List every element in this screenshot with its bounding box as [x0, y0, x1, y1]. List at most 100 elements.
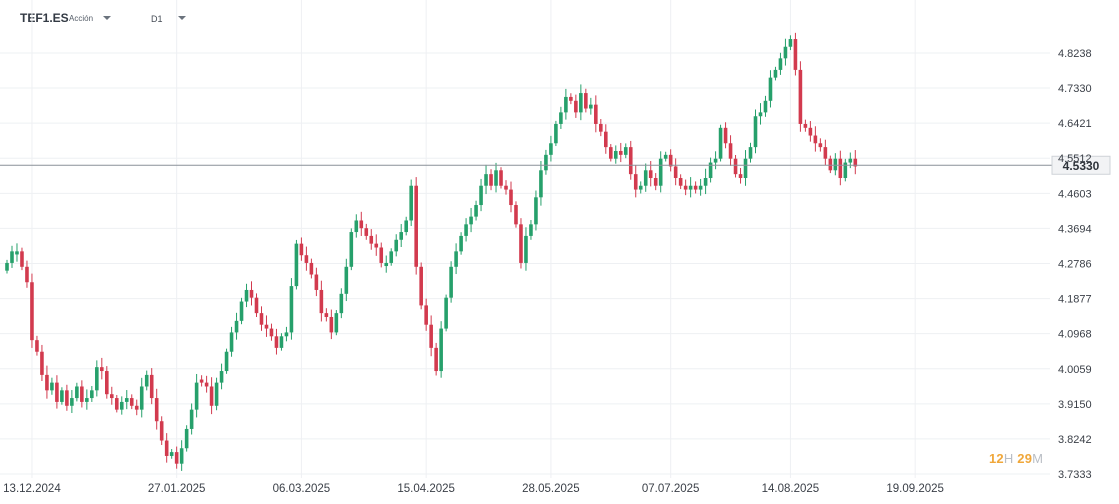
candle: [703, 168, 708, 195]
candle: [364, 223, 369, 240]
candle: [813, 126, 818, 152]
candle-body: [164, 440, 169, 456]
candle-body: [643, 170, 648, 186]
candle: [798, 61, 803, 132]
candle-body: [663, 154, 668, 159]
candle: [10, 245, 14, 268]
x-tick-label: 28.05.2025: [522, 483, 580, 495]
candle-body: [544, 154, 548, 171]
x-tick-label: 15.04.2025: [397, 483, 455, 495]
candle: [164, 433, 169, 463]
candle: [623, 143, 628, 159]
candle: [469, 207, 473, 233]
candle: [90, 386, 94, 402]
candle-body: [464, 224, 468, 236]
candle: [399, 224, 404, 248]
candle-body: [264, 324, 269, 329]
candle: [239, 297, 244, 325]
candle-body: [848, 158, 853, 163]
x-tick-label: 27.01.2025: [148, 483, 206, 495]
candle-body: [394, 239, 399, 252]
candle-body: [743, 158, 748, 179]
candle-body: [154, 398, 159, 422]
candle: [608, 144, 613, 162]
candle-body: [723, 127, 728, 144]
candle: [574, 94, 578, 118]
candle: [229, 326, 234, 357]
candle-body: [584, 93, 588, 109]
candle: [504, 180, 508, 195]
candle: [658, 151, 663, 193]
candle-body: [594, 104, 598, 124]
candle-body: [798, 69, 803, 124]
candle-body: [439, 328, 443, 372]
candle: [424, 298, 428, 331]
candle: [209, 377, 214, 415]
candle: [773, 66, 778, 81]
candle-body: [853, 158, 858, 167]
candle: [234, 312, 239, 340]
timeframe-chevron-down-icon[interactable]: [178, 16, 186, 20]
candle: [45, 365, 49, 399]
candle: [499, 167, 503, 189]
candle-body: [70, 398, 74, 406]
candle-body: [838, 158, 843, 179]
candle: [309, 258, 314, 279]
candle: [199, 375, 204, 387]
y-tick-label: 4.0968: [1058, 329, 1092, 341]
timeframe-label[interactable]: D1: [151, 14, 163, 24]
candle: [159, 416, 164, 445]
candle: [369, 229, 374, 250]
candle: [294, 239, 299, 290]
x-tick-label: 19.09.2025: [886, 483, 944, 495]
candle-body: [119, 401, 124, 410]
candle: [344, 258, 349, 302]
x-tick-label: 13.12.2024: [3, 483, 61, 495]
candle: [464, 218, 468, 242]
candle: [549, 135, 553, 162]
candle-body: [564, 96, 568, 113]
candle-body: [459, 235, 463, 252]
candle-body: [139, 386, 144, 410]
candle: [404, 216, 408, 236]
candle: [314, 267, 319, 297]
candle-body: [489, 174, 493, 186]
candle-body: [514, 205, 518, 225]
candle-body: [833, 158, 838, 171]
candle: [474, 200, 478, 221]
candle: [534, 190, 538, 231]
candle-body: [169, 452, 174, 456]
candle-body: [254, 297, 259, 314]
candle-body: [319, 289, 324, 314]
candle: [414, 177, 418, 275]
candle-body: [65, 390, 69, 406]
candle-body: [85, 398, 89, 402]
candle: [768, 70, 773, 108]
current-price-label-box: [1051, 155, 1111, 175]
candle-body: [524, 235, 528, 263]
symbol-chevron-down-icon[interactable]: [103, 16, 111, 20]
candle-body: [199, 379, 204, 383]
candle-body: [184, 428, 189, 449]
candle: [264, 315, 269, 337]
candle: [394, 234, 399, 257]
candle-body: [713, 158, 718, 163]
candle: [434, 342, 438, 376]
candle-body: [324, 313, 329, 317]
candle-body: [384, 262, 389, 267]
candle: [454, 243, 458, 275]
candle-body: [444, 297, 448, 329]
current-price-label: 4.5330: [1063, 159, 1100, 173]
candle-body: [579, 93, 583, 113]
price-overlay: 4.5330: [0, 155, 1111, 175]
candle-body: [678, 178, 683, 186]
candle: [613, 145, 618, 164]
candle-body: [668, 154, 673, 167]
candle-body: [768, 77, 773, 101]
candle: [599, 119, 603, 137]
candle: [254, 293, 259, 318]
y-tick-label: 4.7330: [1058, 83, 1092, 95]
candle: [618, 142, 623, 163]
y-tick-label: 4.0059: [1058, 364, 1092, 376]
